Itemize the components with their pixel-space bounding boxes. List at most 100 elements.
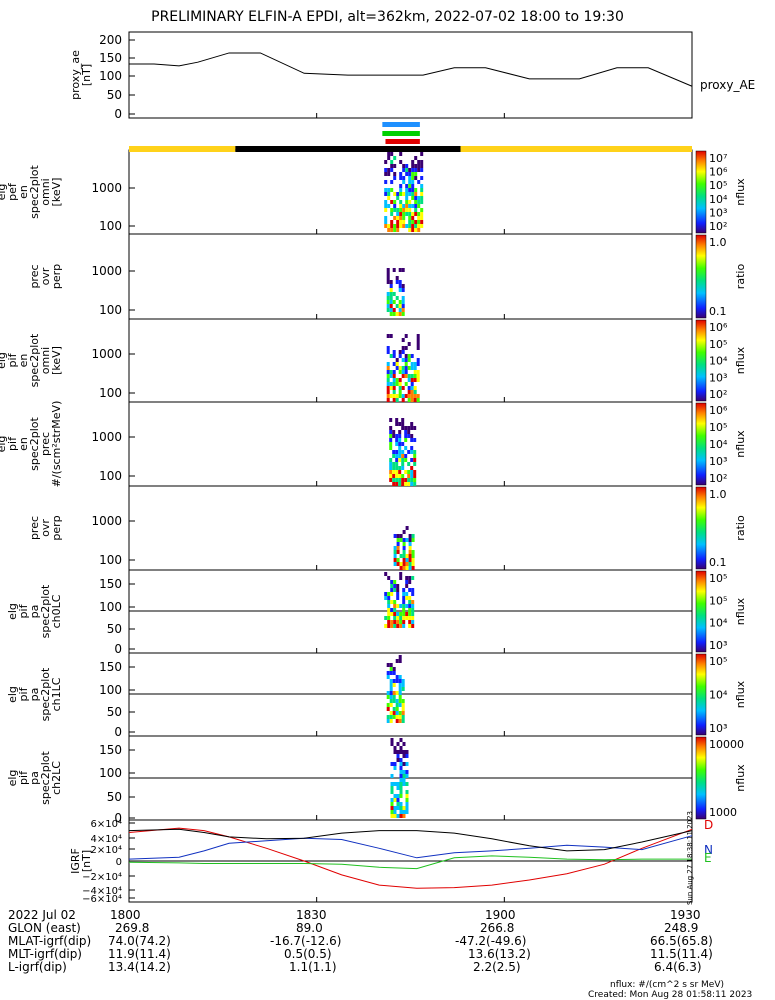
spec-pixel bbox=[393, 580, 397, 584]
spec-pixel bbox=[407, 434, 411, 438]
spec-pixel bbox=[393, 554, 397, 558]
spec-pixel bbox=[405, 754, 409, 758]
spec-pixel bbox=[408, 176, 412, 180]
spec-pixel bbox=[411, 624, 415, 628]
spec-pixel bbox=[416, 342, 420, 346]
spec-pixel bbox=[395, 398, 399, 402]
cb-tick-3-1: 10⁵ bbox=[709, 338, 727, 351]
spec-pixel bbox=[386, 370, 390, 374]
spec-pixel bbox=[389, 430, 393, 434]
spectrogram-6 bbox=[384, 572, 415, 628]
spec-pixel bbox=[399, 562, 403, 566]
spec-pixel bbox=[416, 358, 420, 362]
spec-pixel bbox=[402, 204, 406, 208]
ytick-4-1: 100 bbox=[99, 469, 122, 483]
spec-pixel bbox=[398, 679, 402, 683]
spec-pixel bbox=[398, 394, 402, 398]
spec-pixel bbox=[389, 300, 393, 304]
spec-pixel bbox=[399, 172, 403, 176]
spec-pixel bbox=[405, 616, 409, 620]
ylabel-6-3: spec2plot bbox=[39, 584, 52, 638]
spec-pixel bbox=[390, 228, 394, 232]
spec-pixel bbox=[392, 482, 396, 486]
spec-pixel bbox=[404, 346, 408, 350]
spec-pixel bbox=[405, 782, 409, 786]
spec-pixel bbox=[398, 280, 402, 284]
spec-pixel bbox=[398, 446, 402, 450]
spec-pixel bbox=[389, 703, 393, 707]
cb-tick-1-1: 10⁶ bbox=[709, 166, 728, 179]
spec-pixel bbox=[390, 152, 394, 156]
spec-pixel bbox=[396, 612, 400, 616]
spec-pixel bbox=[396, 750, 400, 754]
spec-pixel bbox=[395, 382, 399, 386]
spec-pixel bbox=[386, 346, 390, 350]
spec-pixel bbox=[396, 562, 400, 566]
ylabel-7-0: elg bbox=[6, 686, 19, 703]
spec-pixel bbox=[395, 378, 399, 382]
spec-pixel bbox=[408, 172, 412, 176]
ytick-0-1: 150 bbox=[99, 51, 122, 65]
spec-pixel bbox=[402, 208, 406, 212]
cb-tick-4-4: 10² bbox=[709, 472, 727, 485]
spec-pixel bbox=[392, 470, 396, 474]
ytick-9-1: 4×10⁴ bbox=[91, 834, 122, 845]
spec-pixel bbox=[392, 667, 396, 671]
spec-pixel bbox=[407, 398, 411, 402]
spec-pixel bbox=[404, 334, 408, 338]
spec-pixel bbox=[410, 422, 414, 426]
spec-pixel bbox=[395, 454, 399, 458]
spec-pixel bbox=[396, 798, 400, 802]
spec-pixel bbox=[398, 470, 402, 474]
ytick-8-2: 50 bbox=[107, 790, 122, 804]
spec-pixel bbox=[398, 288, 402, 292]
spec-pixel bbox=[398, 312, 402, 316]
ylabel-7-1: pif bbox=[17, 686, 30, 701]
spec-pixel bbox=[417, 160, 421, 164]
footer-r4-c0: 13.4(14.2) bbox=[108, 960, 171, 974]
spec-pixel bbox=[389, 438, 393, 442]
footer-r0-c1: 1830 bbox=[296, 908, 327, 922]
ylabel-4-3: spec2plot bbox=[28, 417, 41, 471]
spec-pixel bbox=[401, 296, 405, 300]
spec-pixel bbox=[414, 220, 418, 224]
spec-pixel bbox=[398, 699, 402, 703]
spectrogram-1 bbox=[384, 152, 424, 232]
spec-pixel bbox=[402, 180, 406, 184]
spec-pixel bbox=[420, 168, 424, 172]
spec-pixel bbox=[411, 224, 415, 228]
spec-pixel bbox=[407, 462, 411, 466]
spec-pixel bbox=[420, 192, 424, 196]
spec-pixel bbox=[410, 378, 414, 382]
spec-pixel bbox=[396, 546, 400, 550]
spec-pixel bbox=[407, 482, 411, 486]
ylabel-3-5: [keV] bbox=[50, 346, 63, 375]
spec-pixel bbox=[393, 616, 397, 620]
ytick-2-0: 1000 bbox=[91, 264, 122, 278]
spec-pixel bbox=[393, 810, 397, 814]
science-zone-red-bar bbox=[385, 139, 420, 144]
spec-pixel bbox=[396, 624, 400, 628]
spec-pixel bbox=[396, 596, 400, 600]
spec-pixel bbox=[401, 308, 405, 312]
spec-pixel bbox=[395, 418, 399, 422]
spec-pixel bbox=[410, 458, 414, 462]
spec-pixel bbox=[410, 466, 414, 470]
spec-pixel bbox=[401, 478, 405, 482]
spec-pixel bbox=[392, 398, 396, 402]
spec-pixel bbox=[392, 312, 396, 316]
ylabel-5-1: ovr bbox=[39, 519, 52, 537]
spec-pixel bbox=[384, 592, 388, 596]
spec-pixel bbox=[398, 422, 402, 426]
spec-pixel bbox=[410, 474, 414, 478]
spec-pixel bbox=[396, 534, 400, 538]
ytick-0-2: 100 bbox=[99, 69, 122, 83]
spec-pixel bbox=[384, 204, 388, 208]
spec-pixel bbox=[402, 216, 406, 220]
spec-pixel bbox=[402, 620, 406, 624]
cb-label-4: nflux bbox=[734, 430, 747, 458]
cb-label-5: ratio bbox=[734, 515, 747, 541]
orbit-bar-gold-right bbox=[460, 146, 692, 152]
spec-pixel bbox=[404, 394, 408, 398]
ylabel-8-1: pif bbox=[17, 770, 30, 785]
